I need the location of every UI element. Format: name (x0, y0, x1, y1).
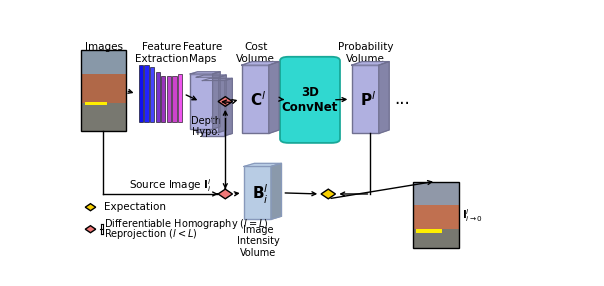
Polygon shape (213, 72, 220, 129)
Text: $\mathbf{C}^l$: $\mathbf{C}^l$ (250, 90, 266, 109)
Text: Feature
Extraction: Feature Extraction (135, 42, 189, 63)
Text: Cost
Volume: Cost Volume (236, 42, 275, 63)
Bar (81, 74, 126, 103)
Text: ...: ... (394, 90, 410, 108)
Text: Images: Images (85, 42, 123, 52)
Bar (244, 166, 271, 219)
Bar (150, 67, 154, 122)
Text: Probability
Volume: Probability Volume (338, 42, 393, 63)
Polygon shape (85, 226, 95, 233)
Bar (352, 65, 379, 133)
Polygon shape (218, 189, 233, 199)
Bar (190, 74, 213, 129)
Bar (196, 77, 219, 132)
Text: Source Image $\mathbf{I}^l_i$: Source Image $\mathbf{I}^l_i$ (129, 177, 212, 194)
Bar (144, 65, 149, 122)
Polygon shape (244, 163, 281, 166)
Polygon shape (190, 72, 220, 74)
Text: $\mathbf{B}_i^l$: $\mathbf{B}_i^l$ (252, 182, 269, 206)
Polygon shape (219, 75, 226, 132)
Polygon shape (379, 61, 389, 133)
Bar (416, 229, 442, 233)
Bar (413, 182, 459, 248)
Polygon shape (202, 78, 233, 81)
Polygon shape (321, 189, 335, 199)
Bar (81, 50, 126, 74)
Text: Depth
Hypo.: Depth Hypo. (191, 116, 220, 137)
Polygon shape (225, 78, 233, 136)
Polygon shape (196, 75, 226, 77)
Bar (81, 50, 126, 131)
Bar (178, 74, 182, 122)
Text: Expectation: Expectation (104, 202, 165, 212)
Polygon shape (352, 61, 389, 65)
Text: $\mathbf{P}^l$: $\mathbf{P}^l$ (360, 90, 376, 109)
Polygon shape (271, 163, 281, 219)
Bar (81, 103, 126, 131)
Text: 3D
ConvNet: 3D ConvNet (282, 86, 338, 114)
Bar (139, 65, 143, 122)
Text: $\mathbf{I}^l_{i\to 0}$: $\mathbf{I}^l_{i\to 0}$ (461, 208, 483, 225)
Bar (413, 205, 459, 229)
Text: Differentiable Homography $(l = L)$: Differentiable Homography $(l = L)$ (104, 217, 268, 231)
FancyBboxPatch shape (280, 57, 340, 143)
Bar (413, 229, 459, 248)
Bar (413, 182, 459, 205)
Polygon shape (218, 97, 233, 106)
Text: Reprojection $(l < L)$: Reprojection $(l < L)$ (104, 227, 197, 241)
Bar (202, 81, 225, 136)
Bar (85, 102, 107, 105)
Polygon shape (269, 61, 279, 133)
Text: Feature
Maps: Feature Maps (183, 42, 222, 63)
Polygon shape (85, 204, 95, 211)
Bar (242, 65, 269, 133)
Bar (161, 76, 165, 122)
Bar (156, 72, 159, 122)
Bar (167, 76, 171, 122)
Polygon shape (242, 61, 279, 65)
Text: Image
Intensity
Volume: Image Intensity Volume (237, 225, 280, 258)
Bar (172, 76, 176, 122)
